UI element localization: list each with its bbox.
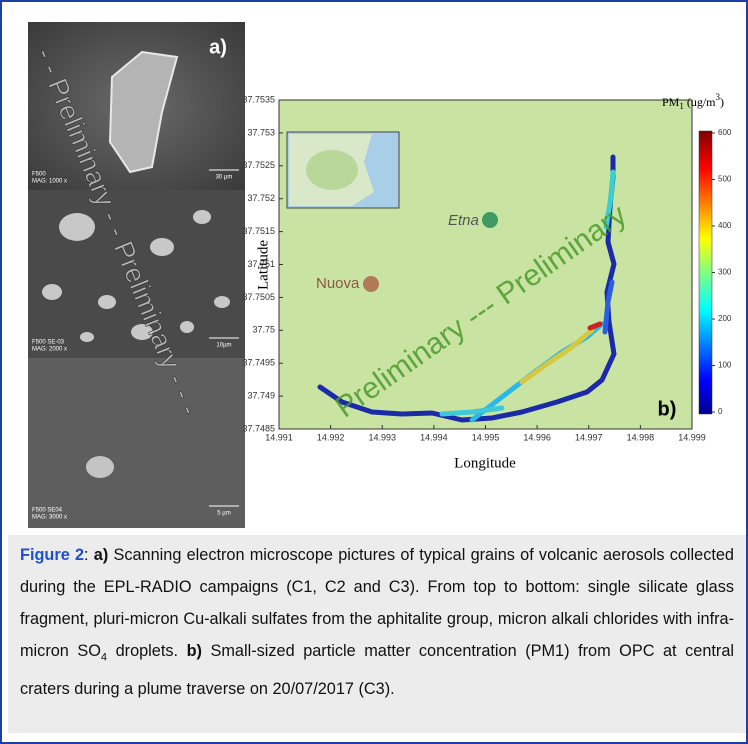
colorbar-tick-label: 100 (718, 361, 732, 370)
map-icon (363, 276, 379, 292)
x-tick-label: 14.996 (523, 432, 551, 442)
x-tick-label: 14.998 (627, 432, 655, 442)
sem-magnification: MAG: 1000 x (32, 179, 67, 185)
inset-volcano (306, 150, 358, 190)
y-tick-label: 37.7525 (242, 160, 275, 170)
x-tick-label: 14.991 (265, 432, 293, 442)
sem-scale: 5 µm (217, 511, 230, 517)
sem-particle (86, 456, 114, 478)
map-icon (482, 212, 498, 228)
sem-magnification: MAG: 2000 x (32, 347, 67, 353)
caption-text: : (84, 546, 94, 564)
caption-text: droplets. (107, 642, 187, 660)
x-tick-label: 14.994 (420, 432, 448, 442)
sem-scale: 30 µm (216, 175, 233, 181)
map-label: Etna (448, 212, 479, 229)
y-tick-label: 37.7495 (242, 358, 275, 368)
colorbar-title-text: PM (662, 95, 680, 109)
colorbar-tick-label: 0 (718, 407, 723, 416)
sem-scale: 10µm (216, 343, 231, 349)
colorbar (699, 131, 712, 414)
colorbar-title-unit: (ug/m (684, 95, 716, 109)
x-tick-label: 14.999 (678, 432, 706, 442)
colorbar-title: PM1 (ug/m3) (662, 92, 724, 111)
panel-label: a) (209, 36, 227, 58)
x-tick-label: 14.993 (368, 432, 396, 442)
colorbar-tick-label: 200 (718, 314, 732, 323)
sem-magnification: MAG: 3000 x (32, 515, 67, 521)
y-tick-label: 37.751 (247, 259, 275, 269)
colorbar-title-close: ) (720, 95, 724, 109)
sem-detector: F500 SE-03 (32, 340, 65, 346)
colorbar-tick-label: 400 (718, 221, 732, 230)
figure-frame: F500MAG: 1000 x 30 µm F500 SE-03MAG: 2000 … (0, 0, 748, 744)
sem-detector: F500 (32, 172, 46, 178)
x-tick-label: 14.995 (472, 432, 500, 442)
y-tick-label: 37.753 (247, 127, 275, 137)
y-tick-label: 37.752 (247, 193, 275, 203)
sem-image (28, 358, 245, 528)
sem-detector: F500 SE04 (32, 508, 63, 514)
panel-label: b) (658, 398, 677, 420)
x-axis-label: Longitude (454, 455, 516, 471)
colorbar-tick-label: 300 (718, 268, 732, 277)
x-tick-label: 14.992 (317, 432, 345, 442)
colorbar-tick-label: 600 (718, 128, 732, 137)
caption-part-label: a) (94, 546, 108, 564)
colorbar-tick-label: 500 (718, 175, 732, 184)
y-tick-label: 37.7515 (242, 226, 275, 236)
caption-part-label: b) (187, 642, 202, 660)
y-tick-label: 37.749 (247, 390, 275, 400)
caption: Figure 2: a) Scanning electron microscop… (8, 535, 746, 733)
map-label: Nuova (316, 275, 360, 292)
y-tick-label: 37.7535 (242, 94, 275, 104)
y-tick-label: 37.7505 (242, 292, 275, 302)
figure-label: Figure 2 (20, 546, 84, 564)
y-tick-label: 37.75 (252, 325, 275, 335)
x-tick-label: 14.997 (575, 432, 603, 442)
